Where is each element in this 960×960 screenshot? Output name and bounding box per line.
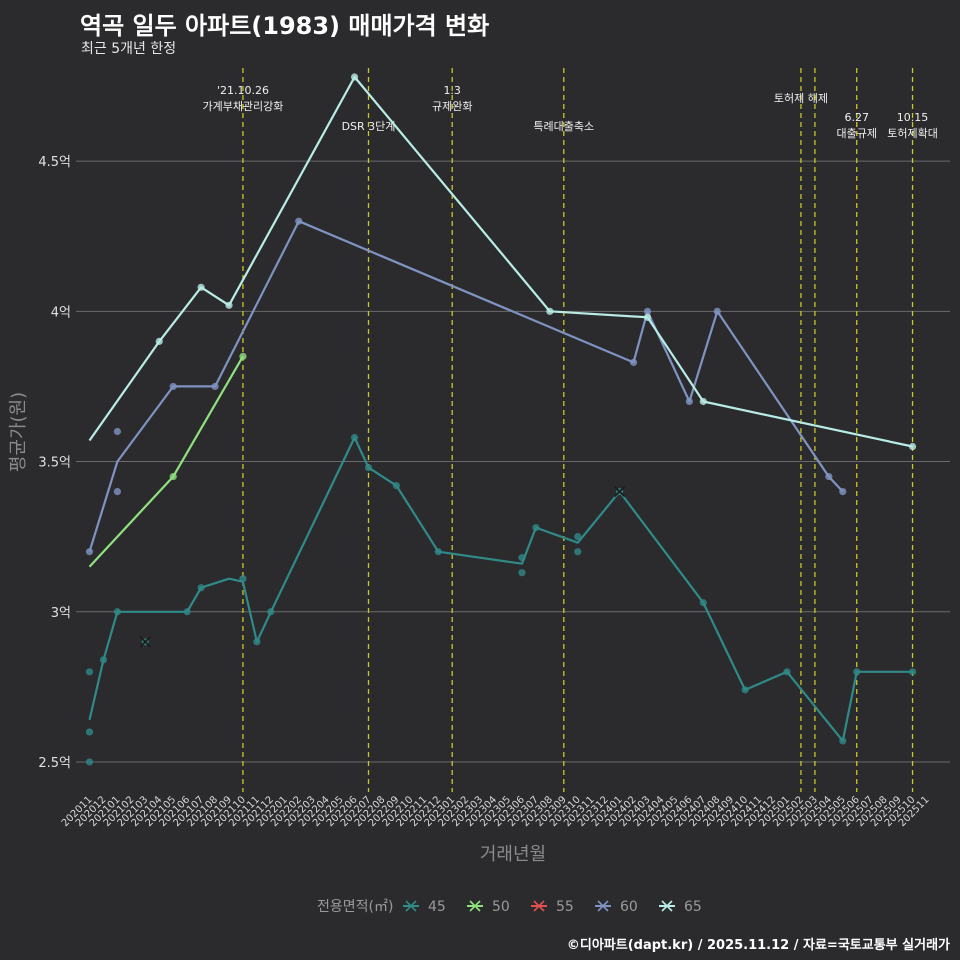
data-point: [211, 382, 219, 391]
y-tick-label: 4.5억: [38, 155, 71, 170]
y-tick-label: 3.5억: [38, 456, 71, 471]
data-point: [853, 668, 861, 676]
event-label: 1.3: [443, 84, 461, 97]
data-point: [908, 668, 917, 676]
series-50: [88, 352, 247, 568]
chart-title: 역곡 일두 아파트(1983) 매매가격 변화: [80, 12, 490, 40]
data-point: [518, 554, 526, 562]
event-label: '21.10.26: [217, 84, 269, 97]
data-point: [643, 313, 652, 321]
data-point: [113, 487, 121, 496]
data-point: [85, 668, 94, 676]
series-group: [85, 73, 917, 766]
event-label: 특례대출축소: [533, 120, 594, 133]
legend-cross-icon: [405, 900, 417, 912]
legend-label-50: 50: [492, 899, 510, 915]
data-point: [197, 584, 205, 592]
series-line-60: [88, 220, 844, 553]
data-point: [85, 728, 94, 736]
data-point: [113, 427, 121, 436]
data-point: [532, 524, 540, 532]
y-tick-label: 2.5억: [38, 756, 71, 771]
data-point: [169, 382, 177, 391]
chart-subtitle: 최근 5개년 한정: [81, 41, 177, 57]
event-label: 6.27: [845, 111, 870, 124]
data-point: [350, 73, 359, 81]
event-label: DSR 3단계: [342, 120, 396, 133]
event-sublabel: 토허제확대: [887, 127, 938, 140]
data-point: [113, 608, 121, 616]
data-point: [99, 656, 108, 664]
data-point: [518, 569, 526, 577]
event-label: 토허제 해제: [774, 91, 828, 105]
series-45: [85, 433, 917, 766]
y-axis-ticks: 2.5억 3억 3.5억 4억 4.5억: [38, 155, 71, 771]
data-point: [155, 337, 163, 345]
legend-cross-icon: [597, 900, 609, 912]
data-point: [239, 575, 247, 583]
cross-marker: [614, 486, 626, 498]
data-point: [295, 217, 303, 225]
legend-label-55: 55: [556, 899, 574, 915]
event-label: 10.15: [897, 111, 929, 124]
y-tick-label: 3억: [51, 606, 71, 621]
event-sublabel: 대출규제: [837, 127, 877, 140]
data-point: [364, 463, 373, 472]
grid-lines: [76, 160, 950, 763]
series-line-65: [88, 75, 913, 448]
event-sublabel: 규제완화: [432, 100, 472, 113]
data-point: [434, 548, 442, 556]
data-point: [546, 307, 554, 315]
legend: 전용면적(㎡) 45 50 55 60 65: [317, 899, 702, 915]
data-point: [574, 533, 582, 541]
legend-cross-icon: [661, 900, 673, 912]
data-point: [350, 433, 359, 442]
data-point: [85, 758, 94, 766]
y-axis-label: 평균가(원): [8, 392, 29, 472]
data-point: [741, 686, 749, 694]
data-point: [783, 668, 791, 676]
data-point: [574, 548, 582, 556]
legend-title: 전용면적(㎡): [317, 899, 393, 915]
data-point: [839, 737, 847, 745]
data-point: [85, 548, 94, 556]
data-point: [629, 358, 638, 367]
data-point: [643, 307, 652, 315]
legend-label-65: 65: [684, 899, 702, 915]
legend-label-45: 45: [428, 899, 446, 915]
data-point: [239, 352, 247, 361]
cross-marker: [139, 636, 151, 648]
x-axis-ticks: 2020112020122021012021022021032021042021…: [60, 794, 932, 829]
x-axis-label: 거래년월: [480, 844, 546, 865]
series-65: [88, 73, 917, 451]
data-point: [267, 608, 275, 616]
legend-label-60: 60: [620, 899, 638, 915]
data-point: [699, 397, 707, 406]
series-line-45: [88, 436, 913, 743]
legend-cross-icon: [533, 900, 545, 912]
data-point: [225, 301, 233, 309]
data-point: [169, 472, 177, 481]
data-point: [825, 472, 833, 481]
y-tick-label: 4억: [51, 305, 71, 320]
data-point: [908, 442, 917, 451]
data-point: [253, 638, 261, 646]
data-point: [713, 307, 721, 315]
data-point: [685, 397, 693, 406]
event-sublabel: 가계부채관리강화: [202, 100, 283, 113]
data-point: [392, 481, 400, 490]
data-point: [839, 487, 847, 496]
data-point: [699, 599, 707, 607]
source-caption: ©디아파트(dapt.kr) / 2025.11.12 / 자료=국토교통부 실…: [566, 938, 950, 953]
legend-cross-icon: [469, 900, 481, 912]
data-point: [197, 283, 205, 291]
series-60: [85, 217, 847, 556]
data-point: [183, 608, 191, 616]
